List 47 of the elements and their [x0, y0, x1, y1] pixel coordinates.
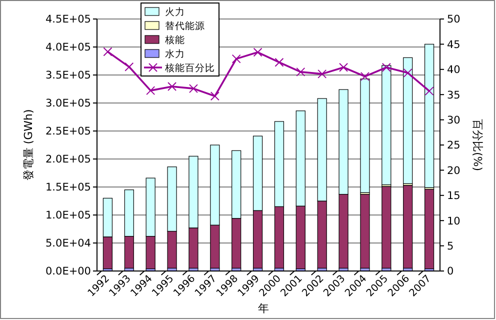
legend-label: 火力 [165, 6, 185, 18]
y2-tick-label: 50 [447, 14, 460, 26]
y2-tick-label: 30 [447, 114, 460, 126]
y-tick-label: 5.0E+04 [46, 238, 92, 250]
point [424, 86, 434, 96]
point [296, 67, 306, 76]
y2-tick-label: 0 [447, 266, 454, 278]
point [360, 72, 370, 81]
y-axis-title: 發電量 (GWh) [22, 109, 35, 181]
y2-axis-title: 百分比(%) [471, 118, 484, 172]
y-tick-label: 1.5E+05 [46, 182, 91, 194]
point [339, 62, 348, 72]
y2-tick-label: 5 [447, 240, 454, 252]
point [146, 86, 156, 96]
y2-tick-label: 40 [447, 64, 460, 76]
point [210, 92, 220, 101]
bar [382, 65, 392, 186]
y-tick-label: 1.0E+05 [46, 210, 91, 222]
y-tick-label: 0.0E+00 [46, 266, 91, 278]
y-tick-label: 2.5E+05 [46, 126, 91, 138]
point [124, 62, 134, 72]
y-tick-label: 3.0E+05 [46, 98, 91, 110]
y2-tick-label: 15 [447, 190, 460, 202]
y-tick-label: 3.5E+05 [46, 70, 91, 82]
legend-label: 水力 [165, 48, 185, 60]
legend-label: 替代能源 [165, 20, 205, 32]
legend-label: 核能百分比 [164, 62, 215, 74]
point [168, 82, 177, 92]
y2-tick-label: 35 [447, 89, 460, 102]
point [382, 62, 391, 72]
point [253, 48, 262, 57]
y2-tick-label: 45 [447, 38, 460, 51]
bar [382, 186, 392, 268]
y2-tick-label: 20 [447, 164, 460, 177]
x-axis-title: 年 [258, 302, 269, 315]
point [403, 68, 412, 78]
legend-label: 核能 [164, 34, 185, 46]
point [318, 69, 327, 78]
point [274, 58, 284, 67]
point [188, 84, 198, 94]
point [103, 47, 112, 56]
y-tick-label: 4.0E+05 [46, 42, 91, 54]
y-tick-label: 2.0E+05 [46, 154, 91, 166]
point [232, 54, 241, 64]
y-tick-label: 4.5E+05 [46, 14, 91, 26]
y2-tick-label: 25 [447, 140, 460, 152]
y2-tick-label: 10 [447, 215, 460, 228]
